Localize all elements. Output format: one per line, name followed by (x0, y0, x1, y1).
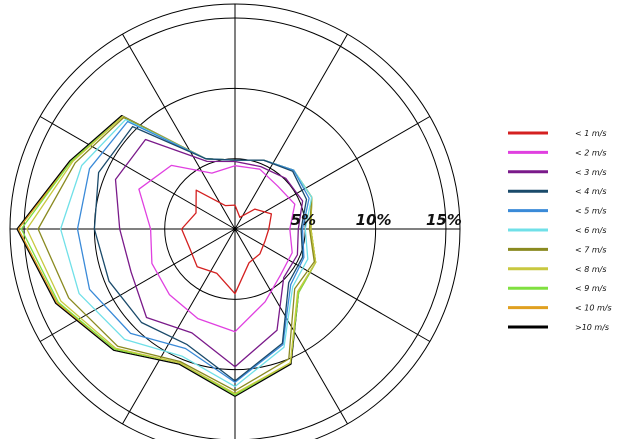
grid-spoke (234, 33, 348, 230)
legend: < 1 m/s < 2 m/s < 3 m/s < 4 m/s < 5 m/s < 6 m… (508, 129, 612, 332)
legend-label: < 4 m/s (575, 187, 607, 196)
legend-label: < 3 m/s (575, 168, 607, 177)
legend-label: < 10 m/s (575, 304, 612, 313)
grid-spoke (39, 228, 236, 342)
grid-spoke (39, 116, 236, 230)
ring-labels: 5% 10% 15% (291, 211, 462, 229)
ring-label: 5% (291, 211, 316, 229)
legend-label: < 7 m/s (575, 245, 607, 254)
series-3-m-s (114, 138, 304, 368)
grid-spoke (234, 228, 431, 342)
legend-label: >10 m/s (575, 323, 609, 332)
grid-spoke (122, 33, 236, 230)
series-6-m-s (59, 118, 313, 388)
legend-label: < 6 m/s (575, 226, 607, 235)
series-layer (16, 114, 317, 397)
grid-spoke (122, 228, 236, 425)
series-1-m-s (180, 189, 273, 295)
legend-label: < 1 m/s (575, 129, 607, 138)
polar-grid (9, 3, 461, 439)
ring-label: 10% (356, 211, 392, 229)
series-4-m-s (93, 125, 308, 382)
legend-label: < 5 m/s (575, 207, 607, 216)
legend-label: < 2 m/s (575, 148, 607, 157)
legend-label: < 8 m/s (575, 265, 607, 274)
series-2-m-s (138, 164, 296, 333)
series-7-m-s (37, 116, 315, 392)
series-5-m-s (76, 120, 310, 383)
legend-label: < 9 m/s (575, 284, 607, 293)
ring-label: 15% (426, 211, 462, 229)
grid-spoke (234, 116, 431, 230)
